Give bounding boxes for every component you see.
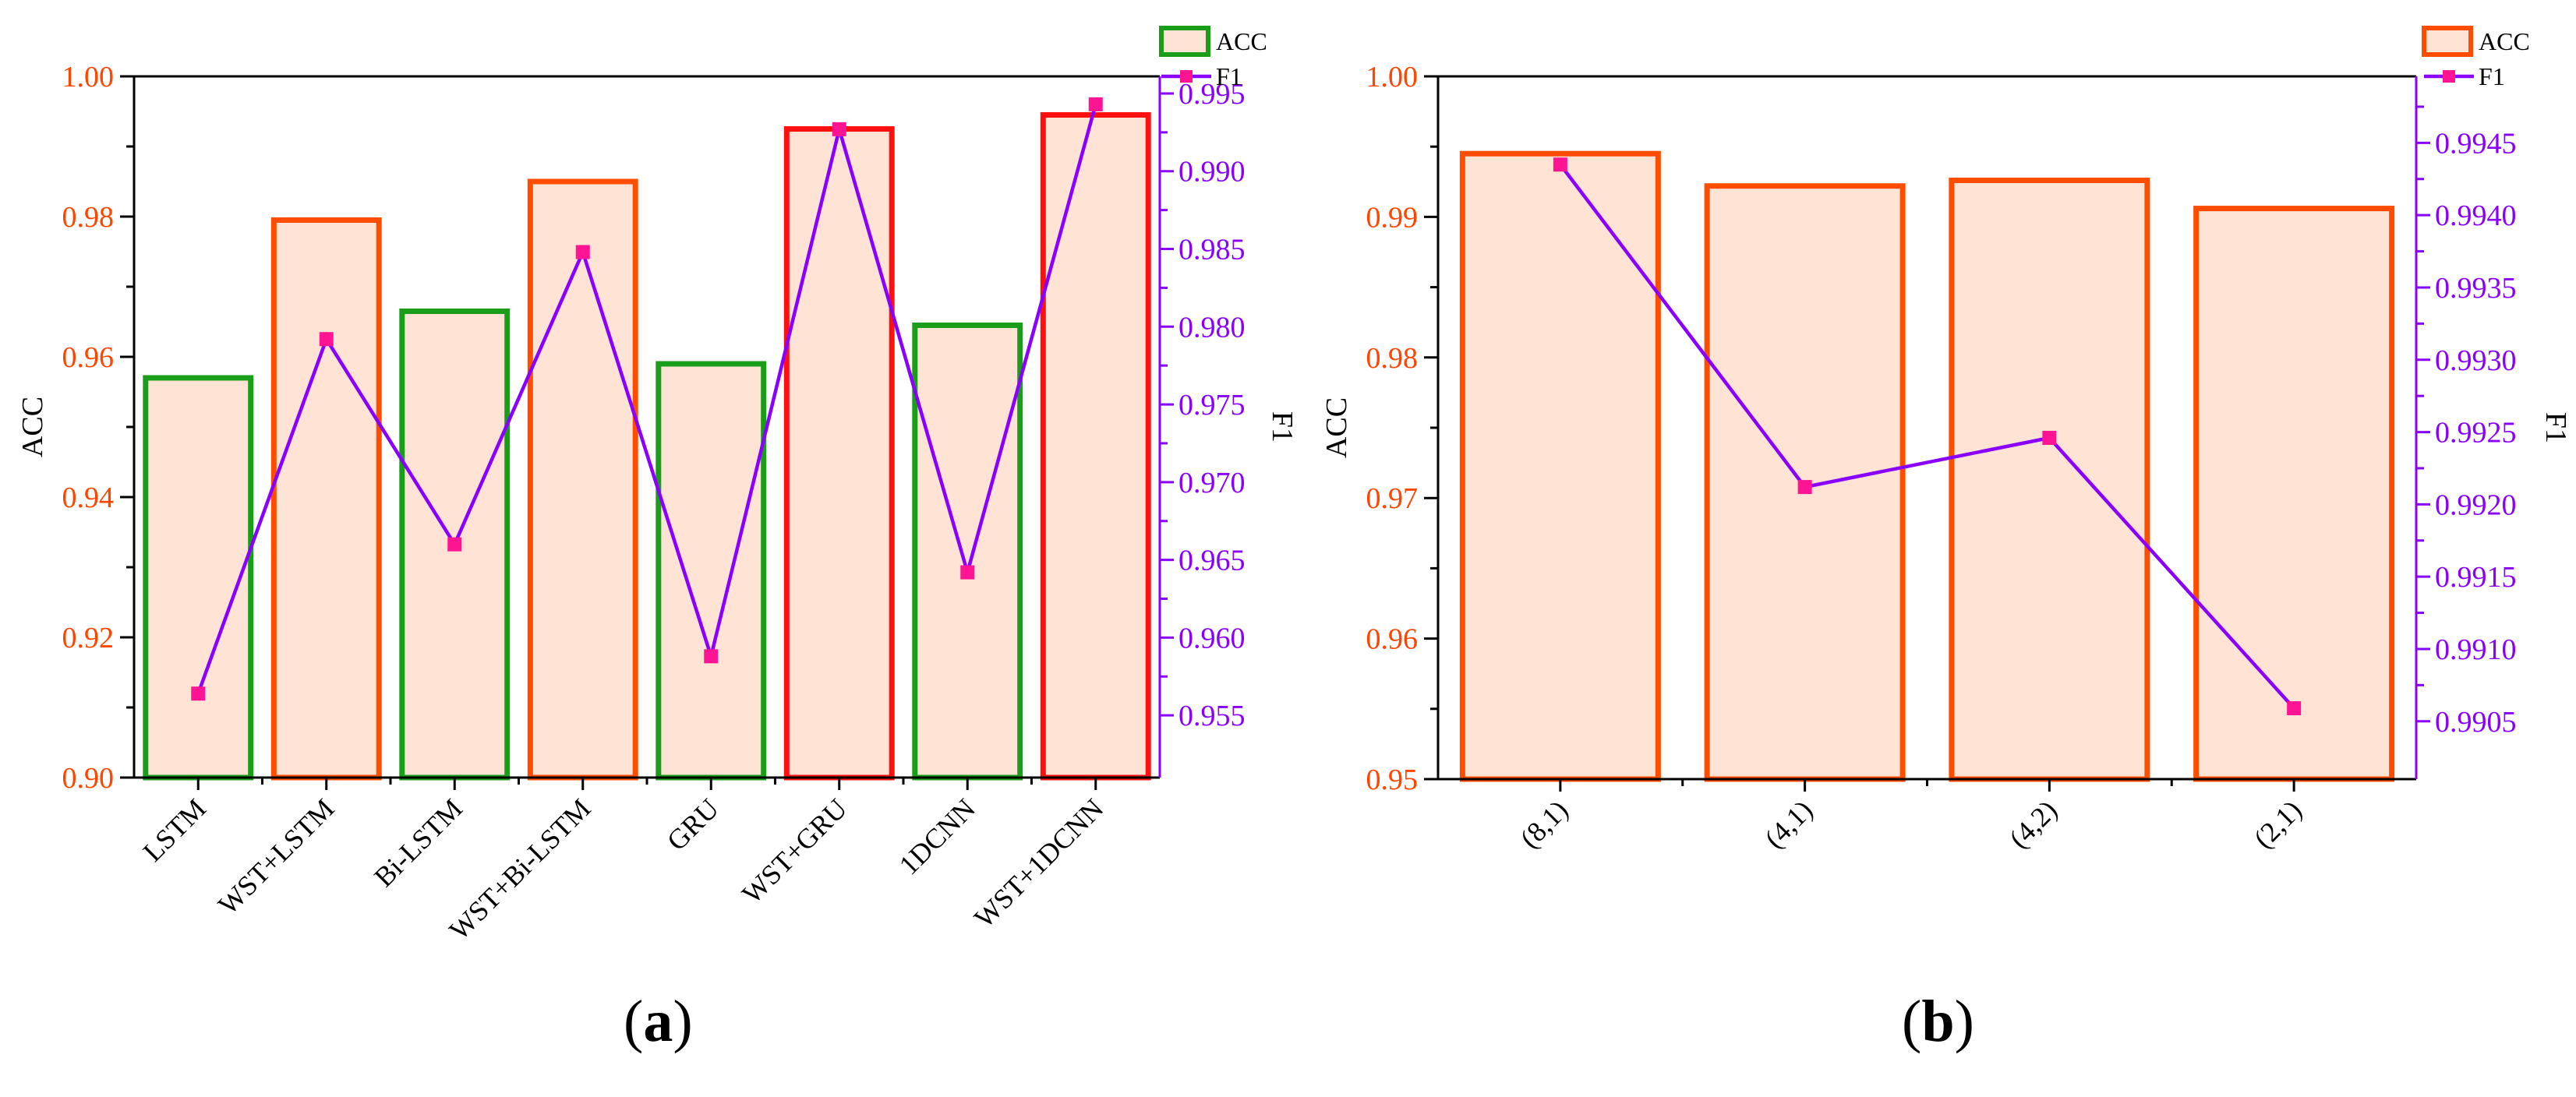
right-tick-label: 0.955 xyxy=(1178,700,1246,732)
right-tick-label: 0.960 xyxy=(1178,622,1246,654)
legend-f1-marker xyxy=(2443,70,2455,83)
legend-a: ACC F1 xyxy=(1159,26,1267,90)
left-tick-label: 0.96 xyxy=(1366,623,1419,656)
f1-marker-a-4 xyxy=(704,649,719,664)
caption-a-close: ) xyxy=(673,989,693,1054)
caption-b-close: ) xyxy=(1954,989,1974,1054)
category-label-a-7: WST+1DCNN xyxy=(968,792,1109,933)
acc-bar-b-0 xyxy=(1459,150,1661,782)
right-tick-label: 0.9915 xyxy=(2435,561,2517,594)
category-label-a-6: 1DCNN xyxy=(893,792,981,880)
left-tick-label: 1.00 xyxy=(62,61,115,93)
f1-marker-a-7 xyxy=(1088,97,1103,111)
category-label-b-1: (4,1) xyxy=(1758,794,1818,854)
f1-marker-a-6 xyxy=(960,565,975,580)
legend-b: ACC F1 xyxy=(2422,26,2530,90)
f1-marker-a-3 xyxy=(575,245,590,259)
acc-bar-b-2 xyxy=(1949,177,2150,782)
right-tick-label: 0.995 xyxy=(1178,78,1246,111)
right-tick-label: 0.9940 xyxy=(2435,199,2517,232)
left-tick-label: 0.99 xyxy=(1366,201,1419,234)
legend-acc-label: ACC xyxy=(2479,27,2530,55)
left-tick-label: 0.98 xyxy=(62,201,115,234)
acc-bar-a-3 xyxy=(527,178,638,781)
left-tick-label: 1.00 xyxy=(1366,61,1419,93)
caption-a-letter: a xyxy=(643,989,673,1054)
left-tick-label: 0.94 xyxy=(62,481,115,514)
f1-marker-b-3 xyxy=(2287,701,2302,716)
right-tick-label: 0.980 xyxy=(1178,311,1246,344)
legend-f1-marker xyxy=(1180,70,1193,83)
category-label-a-0: LSTM xyxy=(137,792,212,867)
acc-bar-b-3 xyxy=(2193,206,2395,782)
legend-f1-label: F1 xyxy=(1216,62,1242,90)
category-label-b-3: (2,1) xyxy=(2248,794,2308,854)
caption-b-open: ( xyxy=(1902,989,1922,1054)
right-tick-label: 0.975 xyxy=(1178,389,1246,422)
f1-marker-a-0 xyxy=(191,686,206,701)
caption-b: (b) xyxy=(1902,988,1974,1056)
right-tick-label: 0.970 xyxy=(1178,467,1246,499)
left-tick-label: 0.96 xyxy=(62,341,115,374)
f1-marker-a-2 xyxy=(447,537,462,552)
acc-bar-a-6 xyxy=(912,323,1023,781)
category-label-a-2: Bi-LSTM xyxy=(368,792,468,893)
right-tick-label: 0.9945 xyxy=(2435,127,2517,160)
category-label-a-1: WST+LSTM xyxy=(212,792,340,920)
right-tick-label: 0.9925 xyxy=(2435,417,2517,450)
left-tick-label: 0.92 xyxy=(62,622,115,654)
acc-bar-a-7 xyxy=(1040,112,1151,781)
caption-a: (a) xyxy=(624,988,693,1056)
f1-marker-b-1 xyxy=(1797,480,1812,495)
f1-marker-a-1 xyxy=(319,332,334,347)
acc-bar-a-4 xyxy=(655,361,767,781)
right-tick-label: 0.9910 xyxy=(2435,633,2517,666)
y-axis-title: ACC xyxy=(1320,397,1353,458)
chart-panel-a: 0.90 0.92 0.94 0.96 0.98 1.00 0.955 0.960 0.965 0… xyxy=(16,26,1299,946)
caption-a-open: ( xyxy=(624,989,644,1054)
right-tick-label: 0.985 xyxy=(1178,234,1246,266)
category-label-a-4: GRU xyxy=(661,792,725,856)
right-tick-label: 0.9930 xyxy=(2435,344,2517,377)
right-tick-label: 0.9935 xyxy=(2435,272,2517,305)
f1-marker-b-2 xyxy=(2042,430,2057,445)
right-tick-label: 0.965 xyxy=(1178,545,1246,577)
legend-f1-label: F1 xyxy=(2479,62,2505,90)
y2-axis-title: F1 xyxy=(2539,412,2572,443)
right-tick-label: 0.9920 xyxy=(2435,489,2517,521)
category-label-b-2: (4,2) xyxy=(2003,794,2063,854)
left-tick-label: 0.90 xyxy=(62,762,115,795)
f1-marker-a-5 xyxy=(832,122,846,136)
legend-acc-swatch xyxy=(1159,26,1210,57)
right-tick-label: 0.9905 xyxy=(2435,706,2517,739)
left-tick-label: 0.95 xyxy=(1366,764,1419,796)
left-tick-label: 0.97 xyxy=(1366,482,1419,515)
category-label-b-0: (8,1) xyxy=(1514,794,1574,854)
left-tick-label: 0.98 xyxy=(1366,342,1419,375)
acc-bar-a-5 xyxy=(783,126,895,781)
y-axis-title: ACC xyxy=(16,397,49,457)
legend-acc-swatch xyxy=(2422,26,2473,57)
right-tick-label: 0.990 xyxy=(1178,156,1246,189)
f1-marker-b-0 xyxy=(1553,157,1567,172)
chart-panel-b: 0.95 0.96 0.97 0.98 0.99 1.00 0.9905 0.9910 0.99… xyxy=(1320,26,2572,854)
acc-bar-a-1 xyxy=(270,217,382,781)
f1-line-a xyxy=(196,104,1097,695)
legend-acc-label: ACC xyxy=(1216,27,1267,55)
y2-axis-title: F1 xyxy=(1266,411,1299,443)
caption-b-letter: b xyxy=(1921,989,1955,1054)
f1-line-b xyxy=(1559,163,2295,710)
acc-bar-a-0 xyxy=(143,375,254,781)
category-label-a-5: WST+GRU xyxy=(736,792,853,909)
